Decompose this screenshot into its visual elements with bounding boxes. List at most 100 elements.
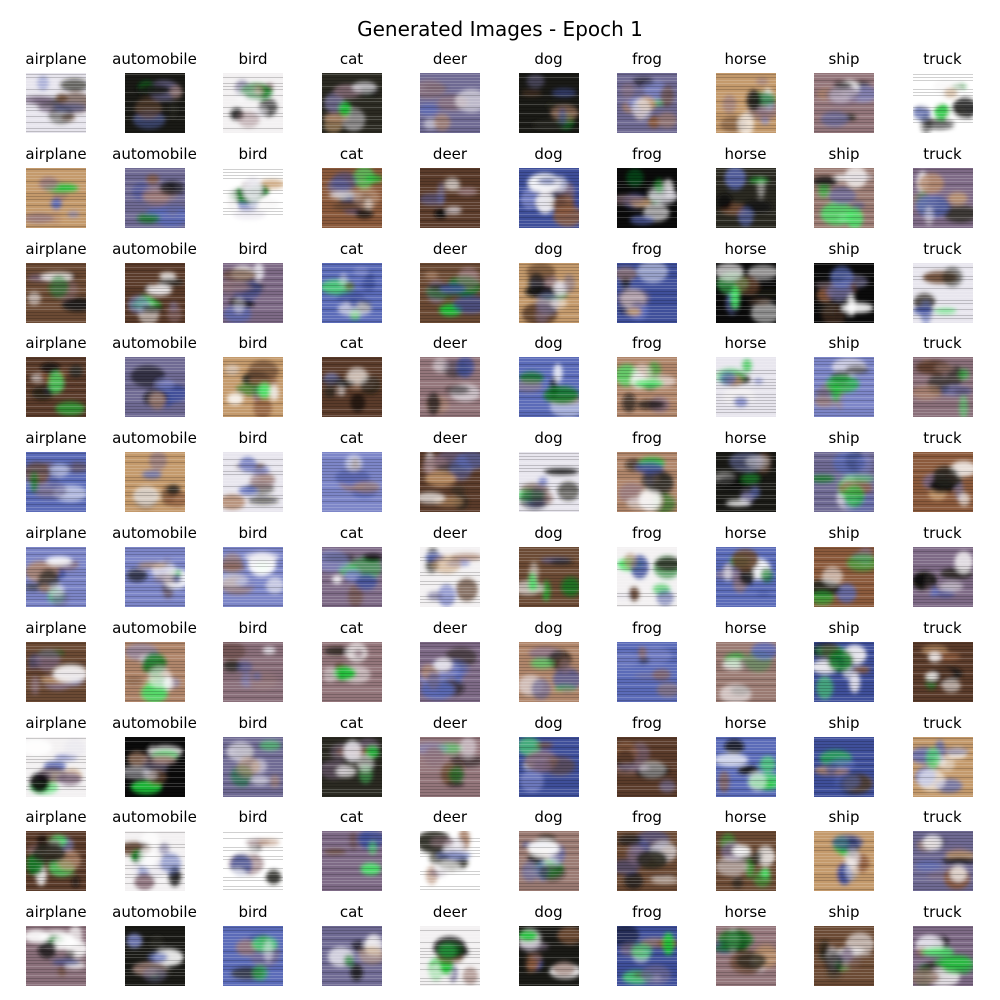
generated-sample-image [617, 73, 677, 133]
sample-cell: frog [602, 714, 692, 804]
generated-image [26, 641, 86, 702]
generated-image [124, 926, 185, 987]
class-label: bird [238, 903, 268, 922]
class-label: automobile [112, 239, 197, 258]
generated-image [814, 357, 874, 418]
generated-sample-image [518, 167, 579, 228]
generated-sample-image [420, 736, 480, 797]
generated-image [223, 167, 283, 228]
generated-sample-image [715, 736, 776, 797]
sample-cell: airplane [11, 240, 101, 330]
class-label: deer [432, 50, 468, 68]
class-label: bird [238, 618, 268, 637]
class-label: horse [724, 713, 767, 732]
generated-image [321, 262, 382, 323]
class-label: dog [534, 144, 563, 163]
sample-cell: horse [701, 808, 791, 898]
sample-cell: ship [799, 714, 889, 804]
sample-cell: airplane [11, 145, 101, 235]
class-label: automobile [112, 144, 197, 163]
sample-cell: airplane [11, 903, 101, 993]
class-label: deer [432, 713, 468, 732]
sample-cell: truck [898, 619, 988, 709]
sample-cell: ship [799, 429, 889, 519]
class-label: cat [339, 50, 364, 68]
generated-image [912, 167, 973, 228]
class-label: deer [432, 429, 468, 448]
generated-image [814, 167, 874, 228]
class-label: cat [339, 808, 364, 827]
class-label: cat [339, 618, 364, 637]
generated-sample-image [321, 73, 382, 133]
class-label: dog [534, 334, 563, 353]
class-label: bird [238, 429, 268, 448]
generated-sample-image [420, 167, 480, 228]
sample-cell: automobile [110, 619, 200, 709]
generated-sample-image [420, 926, 480, 987]
class-label: cat [339, 903, 364, 922]
class-label: cat [339, 334, 364, 353]
generated-sample-image [617, 926, 677, 987]
class-label: automobile [112, 713, 197, 732]
class-label: dog [534, 50, 563, 68]
generated-image [715, 641, 776, 702]
generated-image [26, 357, 86, 418]
generated-image [814, 926, 874, 987]
class-label: ship [828, 524, 860, 542]
generated-image [223, 641, 283, 702]
generated-image [518, 357, 579, 418]
generated-sample-image [814, 736, 874, 797]
generated-image [124, 641, 185, 702]
class-label: deer [432, 903, 468, 922]
generated-image [26, 736, 86, 797]
sample-cell: dog [504, 145, 594, 235]
class-label: cat [339, 144, 364, 163]
sample-cell: airplane [11, 808, 101, 898]
class-label: truck [923, 713, 962, 732]
generated-image [617, 357, 677, 418]
generated-sample-image [124, 641, 185, 702]
class-label: airplane [25, 429, 87, 448]
class-label: horse [724, 524, 767, 542]
class-label: automobile [112, 524, 197, 542]
generated-sample-image [814, 73, 874, 133]
sample-cell: cat [307, 334, 397, 424]
sample-cell: cat [307, 429, 397, 519]
generated-image [814, 452, 874, 513]
generated-sample-image [715, 831, 776, 892]
generated-sample-image [814, 262, 874, 323]
sample-cell: bird [208, 50, 298, 140]
class-label: ship [828, 334, 860, 353]
class-label: horse [724, 334, 767, 353]
sample-cell: automobile [110, 145, 200, 235]
class-label: automobile [112, 808, 197, 827]
generated-sample-image [814, 831, 874, 892]
sample-cell: bird [208, 903, 298, 993]
generated-sample-image [617, 452, 677, 513]
generated-sample-image [223, 357, 283, 418]
generated-image [715, 262, 776, 323]
class-label: cat [339, 239, 364, 258]
generated-image [420, 262, 480, 323]
sample-cell: bird [208, 808, 298, 898]
generated-sample-image [420, 357, 480, 418]
class-label: frog [632, 808, 662, 827]
class-label: airplane [25, 334, 87, 353]
sample-cell: frog [602, 145, 692, 235]
generated-sample-image [420, 452, 480, 513]
class-label: horse [724, 903, 767, 922]
generated-image [26, 262, 86, 323]
generated-sample-image [518, 736, 579, 797]
generated-image [420, 73, 480, 133]
class-label: bird [238, 808, 268, 827]
generated-sample-image [223, 73, 283, 133]
generated-image [518, 73, 579, 133]
generated-sample-image [814, 641, 874, 702]
generated-sample-image [518, 262, 579, 323]
generated-sample-image [518, 831, 579, 892]
generated-image [912, 547, 973, 607]
figure-title: Generated Images - Epoch 1 [357, 17, 643, 41]
generated-sample-image [715, 262, 776, 323]
generated-sample-image [814, 357, 874, 418]
class-label: cat [339, 429, 364, 448]
